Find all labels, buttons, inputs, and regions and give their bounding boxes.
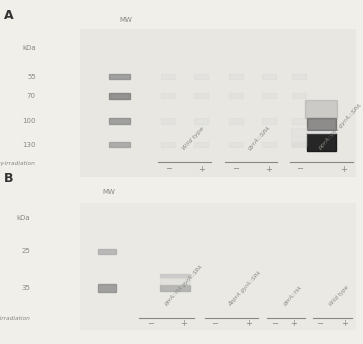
Bar bbox=[109, 74, 130, 79]
Bar bbox=[161, 118, 175, 123]
Text: −: − bbox=[271, 319, 278, 328]
Text: +: + bbox=[245, 319, 252, 328]
Text: kDa: kDa bbox=[22, 45, 36, 52]
Bar bbox=[160, 278, 190, 286]
Text: 100: 100 bbox=[22, 118, 36, 124]
Text: −: − bbox=[165, 164, 172, 173]
Text: gyrA::SPA: gyrA::SPA bbox=[247, 125, 272, 151]
Bar bbox=[307, 133, 336, 151]
Text: 55: 55 bbox=[27, 74, 36, 79]
Bar bbox=[98, 249, 116, 254]
Bar bbox=[307, 118, 336, 130]
Text: pprA::HA gyrA::SPA: pprA::HA gyrA::SPA bbox=[163, 265, 203, 307]
Bar bbox=[98, 284, 116, 292]
Text: −: − bbox=[317, 319, 323, 328]
Text: γ-irradiation: γ-irradiation bbox=[0, 161, 36, 166]
Bar bbox=[161, 142, 175, 147]
Bar bbox=[262, 93, 276, 98]
Bar bbox=[194, 142, 208, 147]
Bar bbox=[161, 93, 175, 98]
Bar bbox=[194, 93, 208, 98]
Text: +: + bbox=[180, 319, 187, 328]
Text: 130: 130 bbox=[22, 142, 36, 148]
Bar bbox=[262, 74, 276, 79]
Bar bbox=[292, 93, 306, 98]
Text: kDa: kDa bbox=[17, 215, 30, 221]
Bar bbox=[292, 118, 306, 123]
Text: 35: 35 bbox=[21, 285, 30, 291]
Text: ΔpprA gyrA::SPA: ΔpprA gyrA::SPA bbox=[228, 271, 262, 307]
Bar bbox=[229, 118, 242, 123]
Text: MW: MW bbox=[102, 189, 115, 195]
Bar bbox=[194, 118, 208, 123]
Text: +: + bbox=[340, 164, 347, 173]
Text: +: + bbox=[198, 164, 205, 173]
Bar bbox=[229, 74, 242, 79]
Bar bbox=[109, 118, 130, 124]
Bar bbox=[160, 286, 190, 291]
Bar bbox=[307, 130, 336, 133]
Bar bbox=[229, 93, 242, 98]
Bar bbox=[160, 274, 190, 277]
Text: 25: 25 bbox=[21, 248, 30, 254]
Text: pprA::HA gyrA::SPA: pprA::HA gyrA::SPA bbox=[318, 103, 363, 151]
Text: Wild type: Wild type bbox=[329, 285, 350, 307]
Text: +: + bbox=[290, 319, 297, 328]
Bar bbox=[109, 142, 130, 148]
Text: A: A bbox=[4, 9, 13, 22]
Bar bbox=[262, 118, 276, 123]
Text: −: − bbox=[147, 319, 154, 328]
Bar bbox=[291, 128, 307, 146]
Text: −: − bbox=[212, 319, 219, 328]
Bar bbox=[194, 74, 208, 79]
Bar bbox=[292, 142, 306, 147]
Bar bbox=[305, 100, 337, 118]
Text: pprA::HA: pprA::HA bbox=[282, 286, 303, 307]
Bar bbox=[161, 74, 175, 79]
Bar bbox=[292, 74, 306, 79]
Text: +: + bbox=[265, 164, 272, 173]
Bar bbox=[229, 142, 242, 147]
Text: MW: MW bbox=[119, 17, 132, 23]
Text: −: − bbox=[296, 164, 303, 173]
Bar bbox=[109, 93, 130, 99]
Text: 70: 70 bbox=[27, 93, 36, 99]
Text: B: B bbox=[4, 172, 13, 185]
Bar bbox=[262, 142, 276, 147]
Text: Wild type: Wild type bbox=[181, 125, 205, 151]
Text: −: − bbox=[232, 164, 239, 173]
Text: γ-irradiation: γ-irradiation bbox=[0, 316, 30, 321]
Text: +: + bbox=[341, 319, 348, 328]
